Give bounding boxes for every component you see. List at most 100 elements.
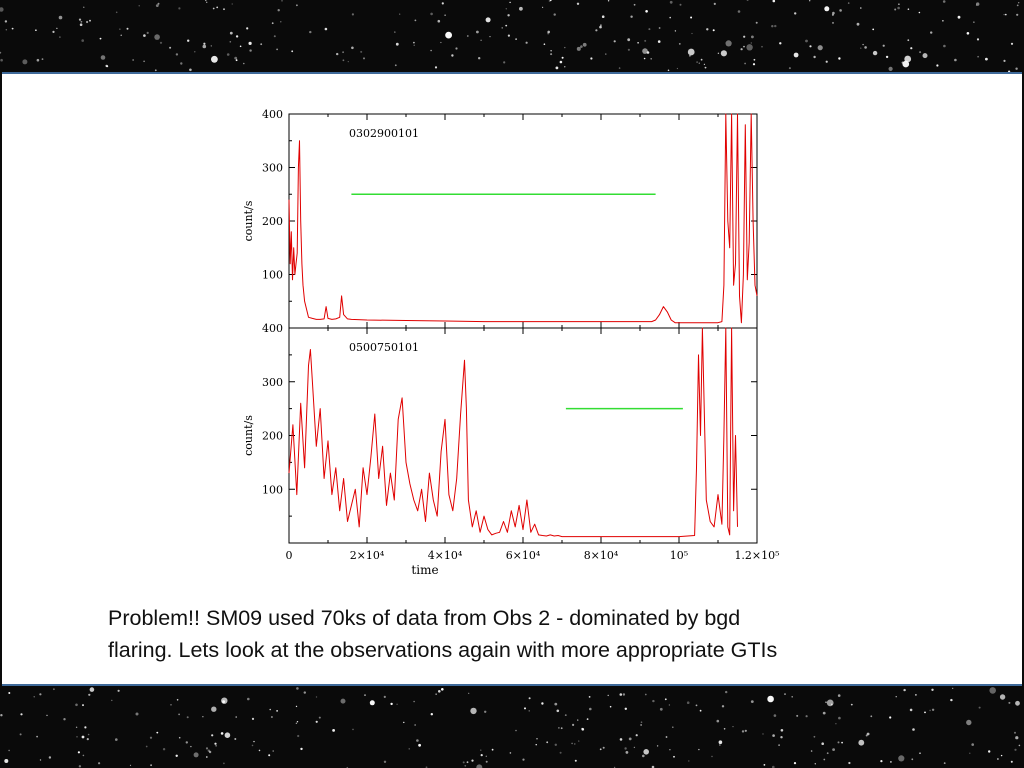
star [383,695,386,699]
star [725,690,728,694]
star [273,35,276,38]
star [524,707,526,710]
star [772,734,775,737]
star [80,20,83,23]
star [466,35,469,37]
star [656,745,659,747]
star [253,740,255,743]
star [36,735,38,738]
star [791,696,793,698]
star [915,694,917,696]
star [975,4,978,6]
star [690,16,693,19]
star [543,43,546,45]
star [20,713,23,716]
star [39,693,42,696]
star [88,693,91,696]
star [576,2,580,5]
star [643,57,646,60]
star [89,19,91,22]
star [480,39,482,41]
star [628,737,632,741]
light-curve-figure: 400 300 200 100 count/s 0302900101 400 300 200 10… [242,108,780,577]
star [414,724,416,726]
star [737,10,741,13]
star [399,13,401,15]
star [189,68,192,72]
star [957,15,961,19]
star [178,7,181,10]
star [793,762,797,765]
star [613,40,616,43]
star [395,42,399,46]
star [36,58,40,62]
star [571,742,573,745]
star [740,48,743,51]
star [550,53,553,56]
star [772,0,776,3]
star [767,695,774,703]
star [100,55,106,60]
star [170,704,172,706]
star [360,50,363,53]
star [186,716,189,719]
star [555,66,559,70]
star [574,759,577,762]
star [796,714,799,717]
star [814,763,816,765]
star [430,49,432,52]
star [280,21,282,23]
star [872,28,875,31]
star [744,62,746,65]
star [169,46,172,49]
star [272,750,275,752]
star [559,751,562,754]
star [607,694,609,697]
star [880,760,883,763]
star [750,700,754,703]
star [809,0,811,2]
star [673,755,675,758]
star [780,736,783,739]
star [478,57,481,60]
star [1008,701,1011,704]
star [1005,13,1007,16]
star [752,63,756,66]
star [788,67,791,70]
star [643,749,649,755]
panel-bottom: 400 300 200 100 count/s 0500750101 0 2×10⁴ 4×10⁴… [242,322,780,577]
y-tick-label: 100 [262,483,283,496]
obs-id-label: 0302900101 [349,127,419,140]
star [53,688,55,691]
star [848,761,851,765]
star [689,54,691,57]
star [1014,731,1016,734]
star [930,31,933,34]
star [999,694,1006,700]
star [832,11,835,15]
star [441,688,444,691]
star [971,743,974,746]
star [246,27,249,30]
star [416,739,419,742]
star [87,733,90,736]
star [99,37,102,40]
star [763,764,766,766]
star [601,15,605,18]
star [600,24,602,27]
star [75,703,78,707]
star [624,707,627,710]
star [4,20,8,23]
star [178,713,181,716]
star [633,3,636,6]
star [832,21,834,24]
star [609,705,612,708]
star [8,692,11,694]
star [550,50,552,52]
star [235,716,237,718]
star [898,755,905,762]
star [1018,2,1020,4]
star [413,44,415,46]
star [895,696,897,698]
